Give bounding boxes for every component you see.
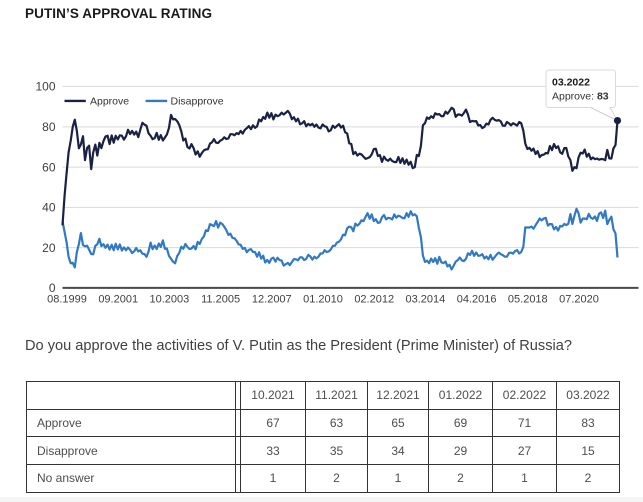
svg-text:03.2022: 03.2022 <box>552 77 590 89</box>
svg-text:01.2010: 01.2010 <box>303 293 343 305</box>
svg-text:12.2007: 12.2007 <box>252 293 292 305</box>
svg-text:02.2012: 02.2012 <box>354 293 394 305</box>
svg-text:08.1999: 08.1999 <box>47 293 87 305</box>
svg-text:07.2020: 07.2020 <box>559 293 599 305</box>
svg-text:09.2001: 09.2001 <box>98 293 138 305</box>
svg-text:40: 40 <box>42 201 56 215</box>
svg-text:05.2018: 05.2018 <box>508 293 548 305</box>
svg-text:60: 60 <box>42 160 56 174</box>
svg-text:0: 0 <box>49 281 56 295</box>
svg-text:04.2016: 04.2016 <box>457 293 497 305</box>
svg-text:Approve: 83: Approve: 83 <box>552 91 609 103</box>
svg-text:100: 100 <box>35 80 55 94</box>
svg-text:11.2005: 11.2005 <box>201 293 240 305</box>
svg-text:20: 20 <box>42 241 56 255</box>
svg-text:80: 80 <box>42 120 56 134</box>
svg-text:Approve: Approve <box>90 95 129 107</box>
svg-text:Disapprove: Disapprove <box>171 95 224 107</box>
svg-text:03.2014: 03.2014 <box>406 293 446 305</box>
svg-text:10.2003: 10.2003 <box>150 293 190 305</box>
